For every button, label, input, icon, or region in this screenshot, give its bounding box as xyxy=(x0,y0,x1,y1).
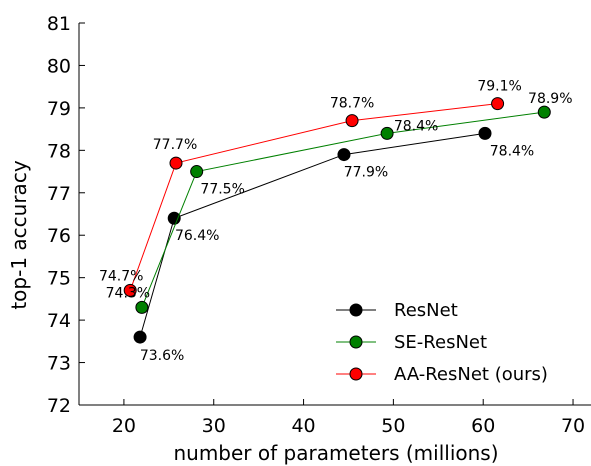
data-point xyxy=(135,300,149,314)
data-point xyxy=(123,283,137,297)
data-label: 77.5% xyxy=(200,182,244,198)
data-point xyxy=(190,165,204,179)
legend-marker xyxy=(349,367,363,381)
legend-entry: ResNet xyxy=(336,300,458,321)
y-tick-label: 80 xyxy=(47,55,71,77)
y-tick-label: 79 xyxy=(47,98,71,120)
series-se-resnet xyxy=(135,105,551,314)
series-aa-resnet-ours xyxy=(123,97,505,297)
data-point xyxy=(491,97,505,111)
data-point xyxy=(345,114,359,128)
data-label: 74.3% xyxy=(106,285,150,301)
y-tick-label: 72 xyxy=(47,395,71,417)
data-point xyxy=(133,330,147,344)
labels-layer: 73.6% 76.4% 77.9% 78.4% 74.3% 77.5% 78.4% 78.9%… xyxy=(99,79,573,364)
legend-label: AA-ResNet (ours) xyxy=(394,364,548,385)
data-label: 76.4% xyxy=(175,228,219,244)
data-point xyxy=(337,148,351,162)
legend-entry: AA-ResNet (ours) xyxy=(336,364,548,385)
y-tick-label: 73 xyxy=(47,353,71,375)
legend-marker xyxy=(349,303,363,317)
y-tick-label: 74 xyxy=(47,310,71,332)
series-line xyxy=(141,111,545,308)
data-label: 77.9% xyxy=(344,165,388,181)
legend-entry: SE-ResNet xyxy=(336,332,487,353)
data-label: 78.4% xyxy=(394,118,438,134)
x-tick-label: 70 xyxy=(561,415,585,437)
y-tick-label: 77 xyxy=(47,183,71,205)
ticks: 72 73 74 75 76 77 78 79 80 81 20 30 40 50 60 70 xyxy=(47,13,585,437)
data-label: 77.7% xyxy=(153,137,197,153)
x-tick-label: 50 xyxy=(381,415,405,437)
series-line xyxy=(129,103,498,291)
data-point xyxy=(167,211,181,225)
legend-marker xyxy=(349,335,363,349)
data-point xyxy=(169,156,183,170)
x-tick-label: 20 xyxy=(112,415,136,437)
y-axis-label: top-1 accuracy xyxy=(7,160,31,309)
y-tick-label: 81 xyxy=(47,13,71,35)
series-line xyxy=(139,132,486,338)
data-point xyxy=(537,105,551,119)
data-label: 74.7% xyxy=(99,268,143,284)
y-tick-label: 76 xyxy=(47,225,71,247)
data-label: 78.9% xyxy=(528,91,572,107)
series-layer xyxy=(123,97,551,344)
legend: ResNet SE-ResNet AA-ResNet (ours) xyxy=(336,300,548,385)
data-point xyxy=(380,126,394,140)
x-tick-label: 30 xyxy=(202,415,226,437)
data-point xyxy=(478,126,492,140)
data-label: 73.6% xyxy=(140,348,184,364)
y-tick-label: 78 xyxy=(47,140,71,162)
data-label: 79.1% xyxy=(477,79,521,95)
data-label: 78.4% xyxy=(490,143,534,159)
x-tick-label: 60 xyxy=(471,415,495,437)
x-axis-label: number of parameters (millions) xyxy=(173,441,498,465)
axes xyxy=(78,23,591,406)
legend-label: SE-ResNet xyxy=(394,332,487,353)
series-resnet xyxy=(133,126,492,344)
data-label: 78.7% xyxy=(330,96,374,112)
y-tick-label: 75 xyxy=(47,268,71,290)
x-tick-label: 40 xyxy=(291,415,315,437)
legend-label: ResNet xyxy=(394,300,458,321)
